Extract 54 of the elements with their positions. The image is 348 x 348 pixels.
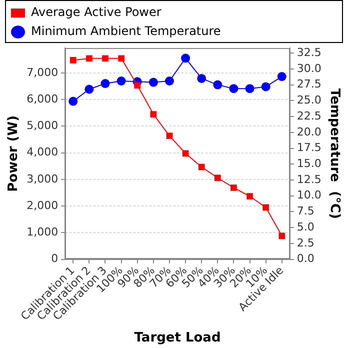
point xyxy=(181,54,190,63)
y-tick-label: 1,000 xyxy=(26,226,58,239)
y2-tick-label: 25.0 xyxy=(296,94,322,107)
y-tick-label: 5,000 xyxy=(26,119,58,132)
y-tick-label: 6,000 xyxy=(26,92,58,106)
y2-tick-label: 15.0 xyxy=(296,156,322,170)
point xyxy=(150,111,157,118)
y-tick-label: 2,000 xyxy=(26,198,58,212)
point xyxy=(70,57,76,64)
y2-tick-label: 32.5 xyxy=(296,46,322,59)
y-axis-title: Power (W) xyxy=(6,115,22,192)
legend-label: Average Active Power xyxy=(31,5,162,20)
point xyxy=(86,55,92,62)
point xyxy=(68,96,78,106)
point xyxy=(182,150,189,157)
y2-tick-label: 17.5 xyxy=(296,141,322,154)
y2-tick-label: 12.5 xyxy=(296,172,322,186)
y2-tick-label: 0.0 xyxy=(296,252,314,266)
y2-tick-label: 20.0 xyxy=(296,125,322,138)
y-tick-label: 4,000 xyxy=(26,146,58,159)
point xyxy=(277,72,286,82)
point xyxy=(134,82,141,88)
y-tick-label: 7,000 xyxy=(26,66,58,79)
point xyxy=(166,132,173,140)
point xyxy=(116,76,126,86)
point xyxy=(261,82,270,92)
y2-tick-label: 30.0 xyxy=(296,62,322,75)
y2-tick-label: 10.0 xyxy=(296,188,322,202)
y-tick-label: 3,000 xyxy=(26,172,58,186)
point xyxy=(230,184,237,191)
point xyxy=(278,232,286,240)
point xyxy=(148,78,158,87)
point xyxy=(164,76,174,86)
point xyxy=(84,84,94,94)
point xyxy=(102,55,108,62)
point xyxy=(262,204,269,211)
y2-tick-label: 7.5 xyxy=(296,204,314,218)
y2-tick-label: 27.5 xyxy=(296,78,322,91)
y2-tick-label: 5.0 xyxy=(296,220,314,234)
point xyxy=(100,79,110,88)
point xyxy=(213,80,222,90)
point xyxy=(245,84,254,94)
point xyxy=(197,74,206,83)
legend-label: Minimum Ambient Temperature xyxy=(31,24,221,38)
point xyxy=(214,174,221,182)
y-tick-label: 0 xyxy=(51,252,58,266)
point xyxy=(229,84,238,94)
y2-axis-title: Temperature (°C) xyxy=(326,88,342,219)
y2-tick-label: 22.5 xyxy=(296,109,322,122)
point xyxy=(198,164,205,170)
point xyxy=(246,193,253,200)
y2-tick-label: 2.5 xyxy=(296,236,314,250)
x-axis-title: Target Load xyxy=(134,330,221,346)
point xyxy=(118,55,124,62)
